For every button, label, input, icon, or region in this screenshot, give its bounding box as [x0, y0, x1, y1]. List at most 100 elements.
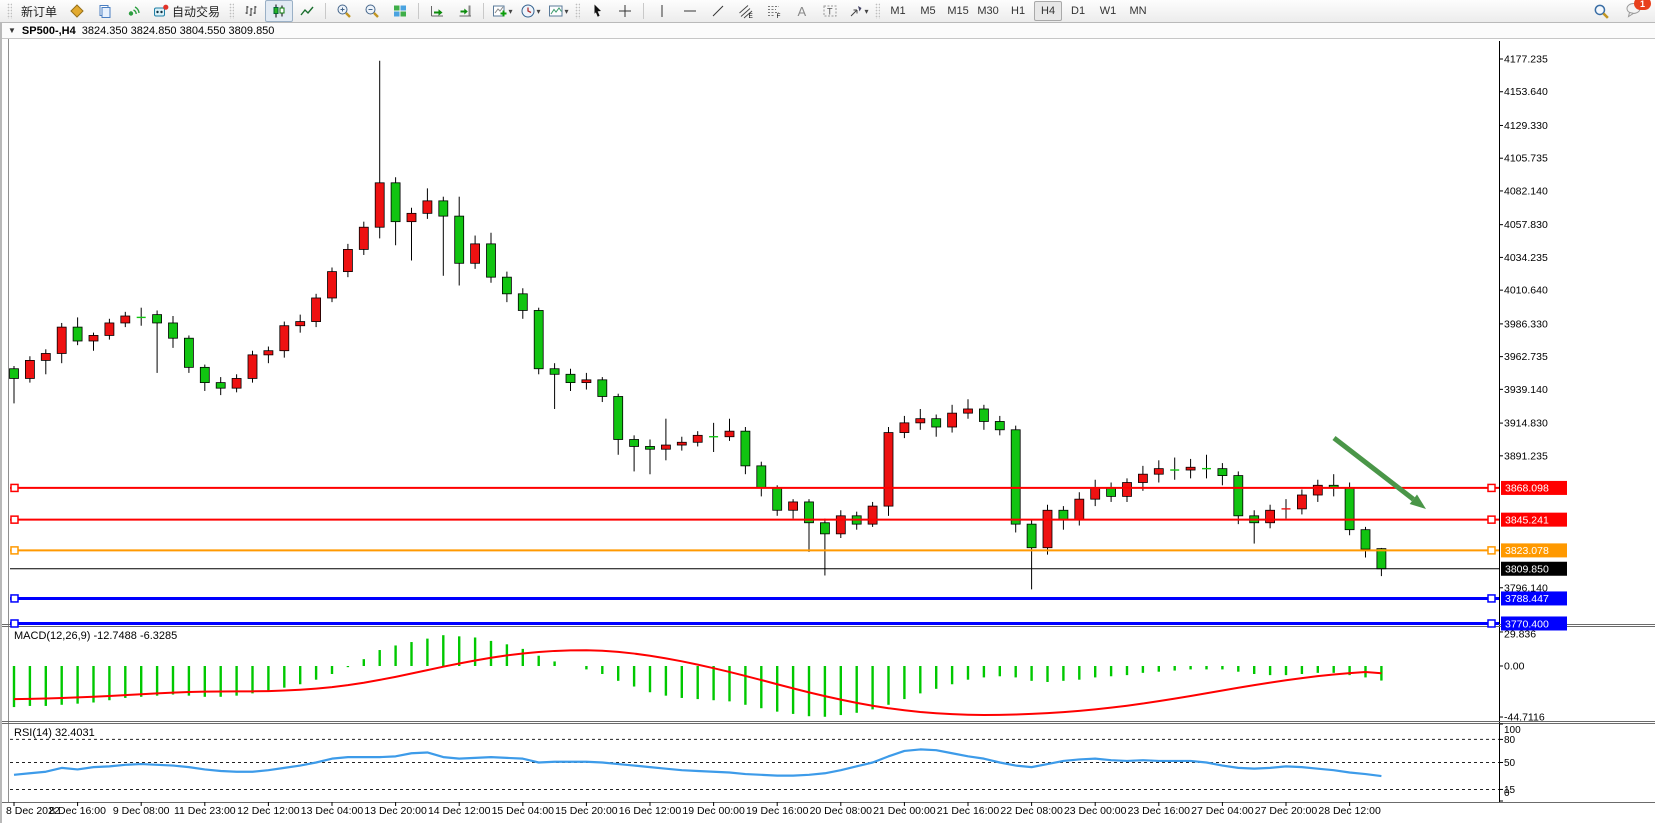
candle-up [899, 422, 910, 433]
toolbar-separator [643, 3, 645, 19]
toolbar-grip[interactable] [575, 3, 581, 19]
candle-up [1122, 482, 1132, 497]
price-tag [1501, 591, 1567, 606]
price-tag [1501, 561, 1567, 576]
algo-trading-button[interactable]: 自动交易 [147, 0, 226, 22]
candle-down [1360, 529, 1371, 550]
tf-button-M1[interactable]: M1 [890, 5, 906, 17]
cursor-icon[interactable] [583, 0, 611, 22]
macd-signal-line [13, 649, 1382, 716]
equidistant-channel-icon[interactable]: E [732, 0, 760, 22]
vertical-line-icon[interactable] [648, 0, 676, 22]
price-tag-label: 3788.447 [1505, 593, 1549, 605]
chart-shift-icon[interactable] [451, 0, 479, 22]
price-tag-label: 3770.400 [1505, 618, 1549, 630]
candle-down [517, 293, 528, 311]
svg-text:F: F [777, 13, 781, 19]
rsi-axis-label: 100 [1504, 725, 1521, 736]
time-axis-label: 27 Dec 04:00 [1191, 805, 1254, 817]
candle-down [1233, 475, 1244, 517]
algo-trading-label: 自动交易 [172, 4, 221, 19]
trend-arrow-annotation [1332, 436, 1415, 502]
time-axis-label: 23 Dec 00:00 [1064, 805, 1127, 817]
candle-up [1153, 468, 1164, 475]
candle-up [470, 243, 481, 264]
period-clock-icon[interactable]: ▾ [516, 0, 544, 22]
candle-up [422, 200, 433, 214]
bar-chart-icon[interactable] [237, 0, 265, 22]
candle-down [1376, 548, 1387, 570]
tf-button-H1[interactable]: H1 [1011, 5, 1026, 17]
candle-up [120, 315, 131, 324]
candle-up [883, 432, 894, 507]
candle-down [994, 421, 1005, 431]
tf-button-H4[interactable]: H4 [1034, 1, 1063, 21]
horizontal-line-icon[interactable] [676, 0, 704, 22]
chart-ohlc-values: 3824.350 3824.850 3804.550 3809.850 [81, 24, 275, 37]
toolbar-grip[interactable] [7, 3, 12, 19]
candle-up [661, 444, 671, 450]
candle-down [979, 408, 989, 422]
accounts-icon[interactable] [91, 0, 119, 22]
time-axis-label: 28 Dec 12:00 [1318, 805, 1381, 817]
candlestick-chart-icon[interactable] [265, 0, 294, 22]
candle-up [88, 335, 99, 342]
toolbar-grip[interactable] [875, 3, 881, 19]
price-axis-label: 4010.640 [1504, 285, 1548, 297]
search-icon[interactable] [1587, 0, 1615, 22]
tf-button-M15[interactable]: M15 [947, 5, 969, 17]
fibonacci-icon[interactable]: F [760, 0, 788, 22]
candle-down [549, 368, 560, 375]
svg-text:A: A [798, 4, 807, 19]
crosshair-icon[interactable] [611, 0, 639, 22]
price-tag-label: 3845.241 [1505, 514, 1549, 526]
signals-icon[interactable] [119, 0, 147, 22]
line-chart-icon[interactable] [293, 0, 321, 22]
candlestick-series [9, 60, 1387, 590]
price-axis-label: 4082.140 [1504, 185, 1548, 197]
rsi-axis-label: 80 [1504, 735, 1516, 746]
auto-scroll-icon[interactable] [423, 0, 451, 22]
tf-button-M30[interactable]: M30 [977, 5, 999, 17]
tf-button-MN[interactable]: MN [1129, 5, 1147, 17]
macd-axis-label: 0.00 [1504, 661, 1525, 673]
candle-down [501, 276, 512, 295]
candle-up [327, 271, 337, 299]
toolbar-separator [418, 3, 420, 19]
collapse-caret-icon[interactable]: ▼ [8, 26, 16, 35]
time-axis-label: 22 Dec 08:00 [1000, 805, 1063, 817]
dropdown-caret-icon: ▾ [864, 6, 869, 16]
candle-down [820, 522, 830, 535]
text-label-icon[interactable]: T [816, 0, 844, 22]
candle-up [947, 412, 957, 428]
zoom-in-icon[interactable] [330, 0, 358, 22]
macd-axis-label: 29.836 [1504, 629, 1536, 641]
price-axis-label: 3796.140 [1504, 582, 1548, 594]
candle-up [1185, 466, 1196, 471]
new-order-button[interactable]: 新订单 [15, 0, 63, 22]
time-axis-label: 20 Dec 08:00 [810, 805, 873, 817]
trendline-icon[interactable] [704, 0, 732, 22]
dropdown-caret-icon: ▾ [508, 6, 513, 16]
candle-down [597, 379, 608, 397]
time-axis-label: 27 Dec 20:00 [1255, 805, 1318, 817]
templates-icon[interactable]: ▾ [544, 0, 572, 22]
shapes-arrows-icon[interactable]: ▾ [844, 0, 872, 22]
candle-down [438, 200, 449, 217]
text-icon[interactable]: A [788, 0, 816, 22]
tile-windows-icon[interactable] [386, 0, 414, 22]
time-axis-label: 8 Dec 16:00 [49, 805, 106, 817]
tf-button-D1[interactable]: D1 [1071, 5, 1086, 17]
rsi-indicator-label: RSI(14) 32.4031 [14, 727, 95, 739]
chart-canvas[interactable]: 4177.235 4153.640 4129.330 4105.735 4082.140… [2, 39, 1655, 823]
tf-button-W1[interactable]: W1 [1099, 5, 1117, 17]
candle-down [1026, 523, 1037, 549]
toolbar-grip[interactable] [229, 3, 235, 19]
candle-down [454, 215, 465, 264]
add-indicator-icon[interactable]: ▾ [488, 0, 516, 22]
zoom-out-icon[interactable] [358, 0, 386, 22]
deposit-icon[interactable] [63, 0, 91, 22]
notifications-button[interactable]: 1 [1625, 0, 1651, 21]
tf-button-M5[interactable]: M5 [920, 5, 936, 17]
chart-title-bar[interactable]: ▼ SP500-,H4 3824.350 3824.850 3804.550 3… [2, 23, 1655, 39]
